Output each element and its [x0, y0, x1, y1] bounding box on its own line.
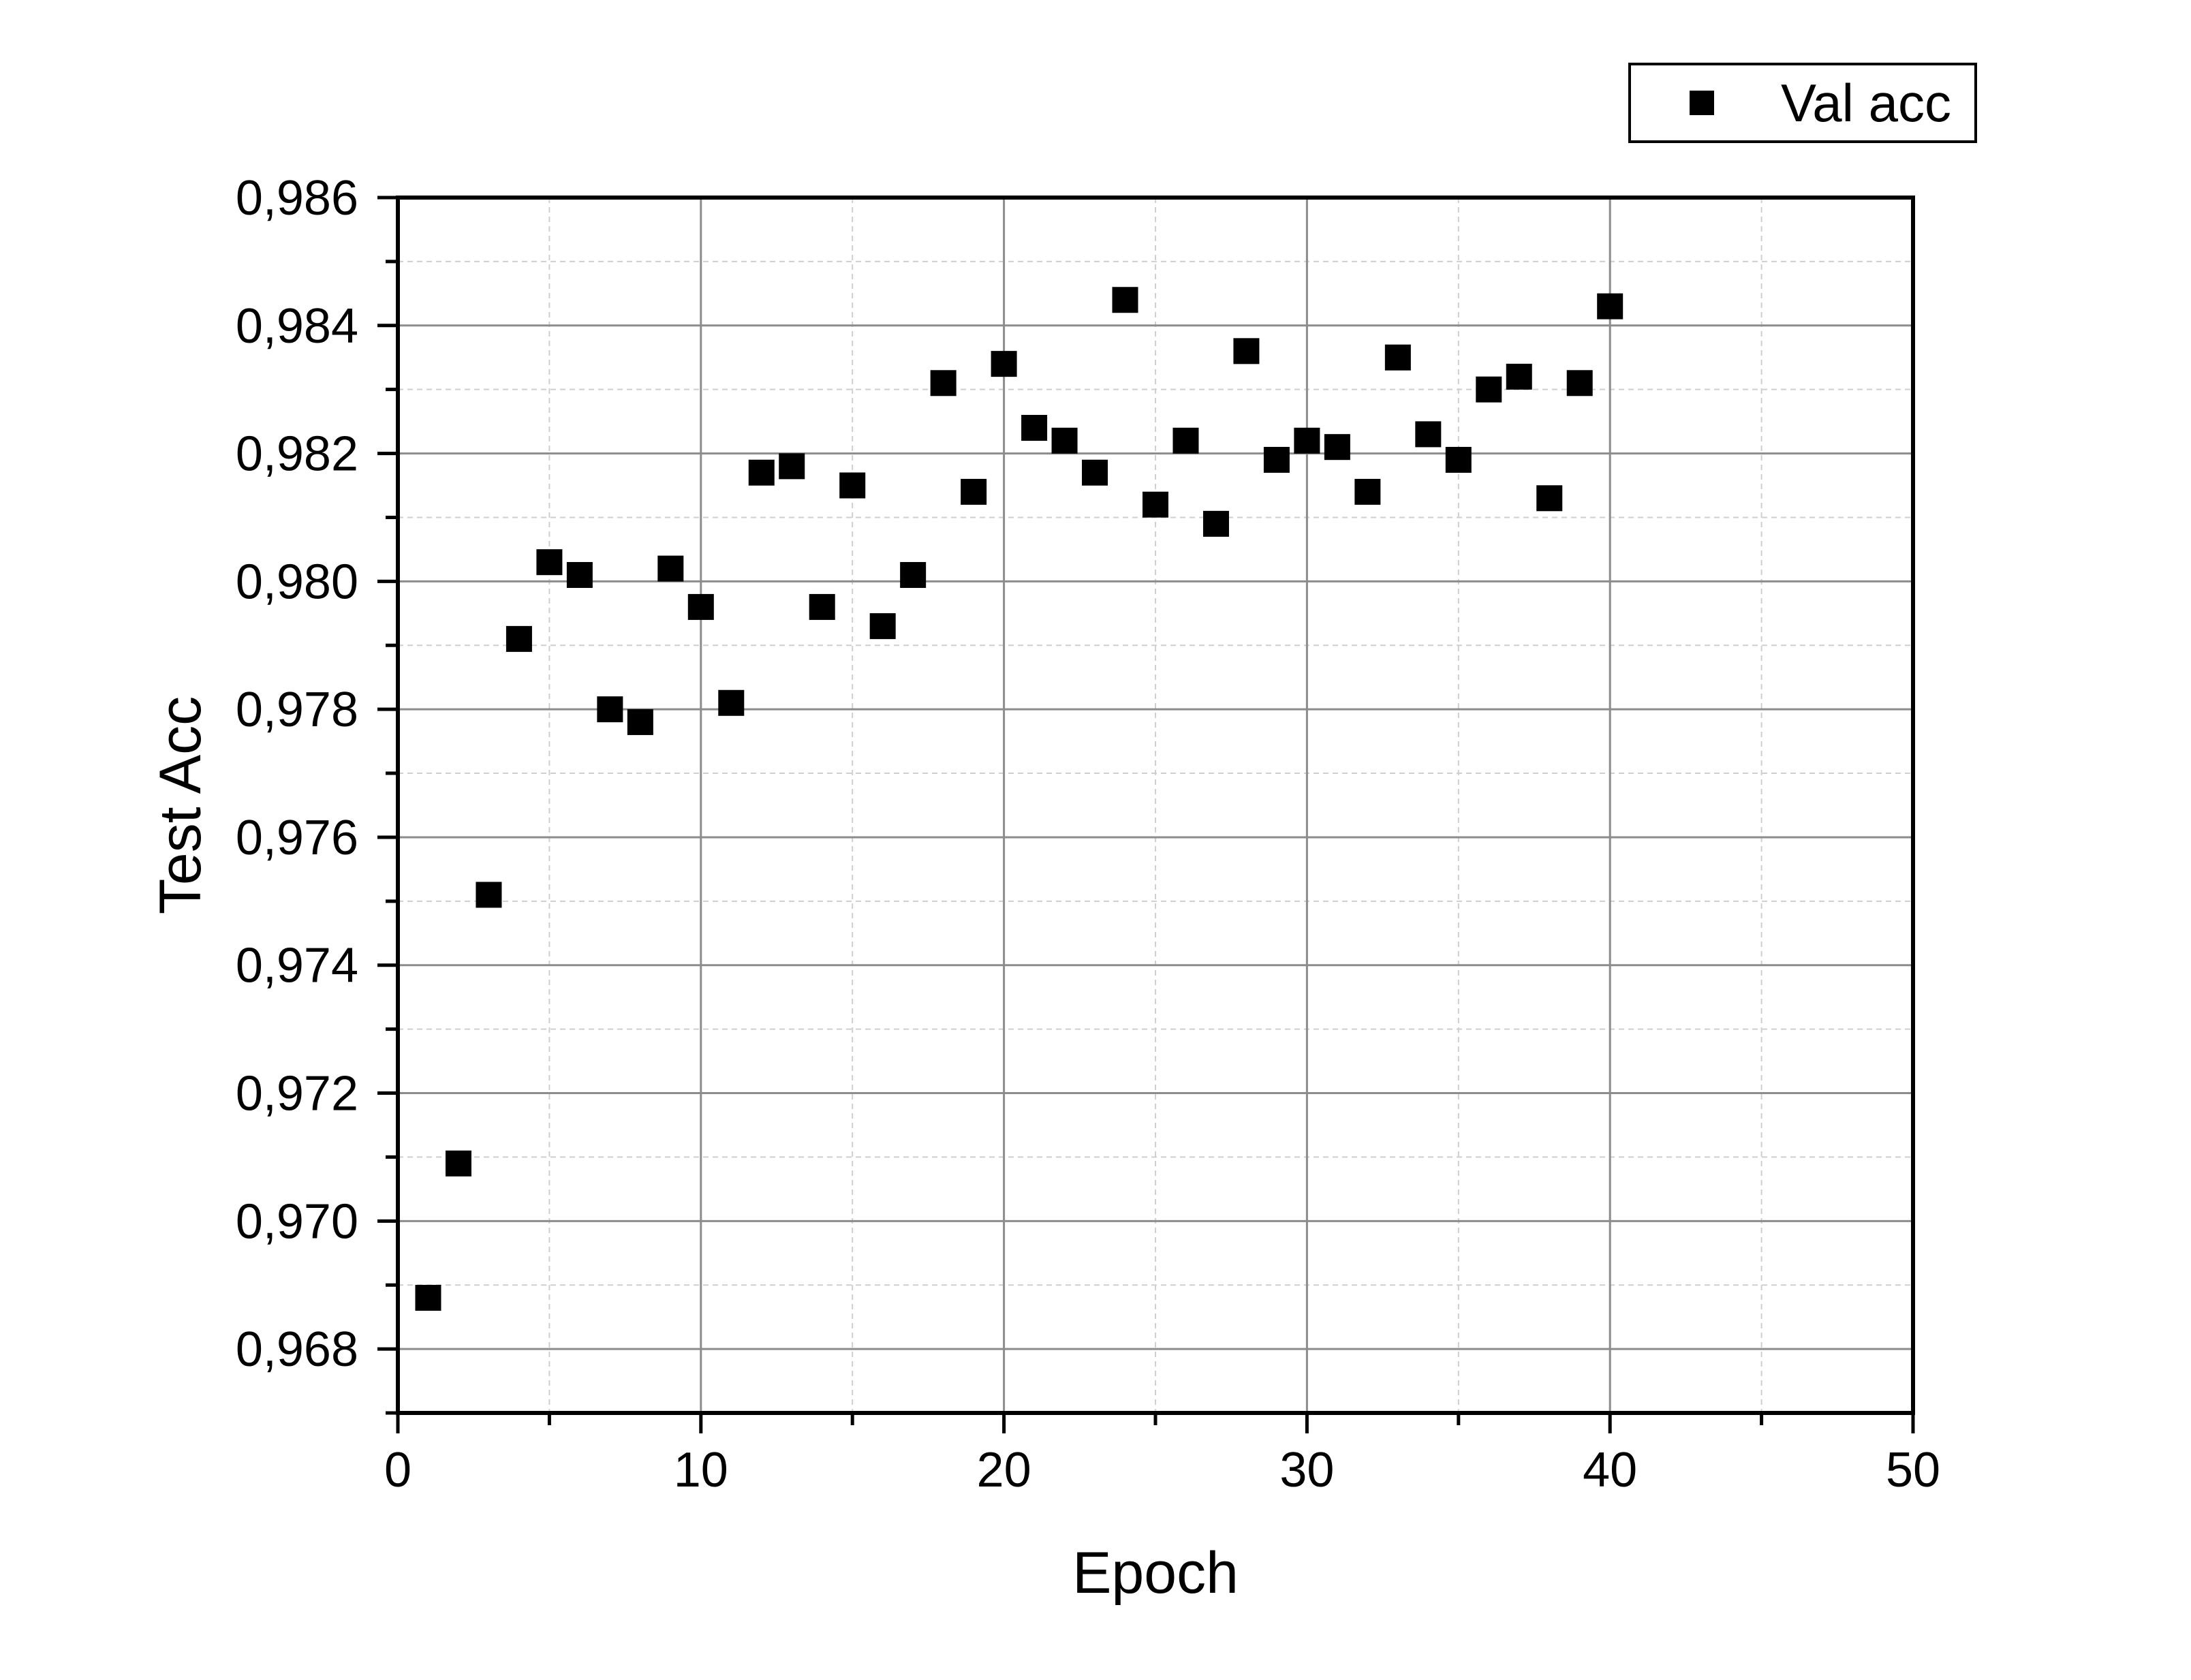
legend-box [1628, 63, 1977, 143]
data-point [779, 453, 805, 480]
data-point [1354, 478, 1381, 505]
x-tick-label: 40 [1583, 1443, 1637, 1497]
y-tick-label: 0,974 [236, 939, 358, 993]
legend-marker-square [1690, 91, 1714, 115]
data-point [476, 882, 502, 908]
data-point [1082, 459, 1108, 486]
data-point [1051, 427, 1078, 454]
data-point [1445, 446, 1472, 473]
grid [398, 198, 1913, 1413]
legend-label: Val acc [1781, 73, 1951, 133]
data-point [566, 561, 593, 588]
data-point [1112, 287, 1138, 313]
data-point [506, 625, 532, 652]
data-point [809, 593, 835, 620]
data-point [1202, 510, 1229, 537]
data-point [1172, 427, 1199, 454]
legend: Val acc [1628, 63, 1977, 143]
y-tick-label: 0,976 [236, 811, 358, 865]
data-points [415, 287, 1623, 1311]
y-axis-title: Test Acc [148, 696, 213, 914]
x-tick-label: 20 [977, 1443, 1031, 1497]
y-tick-label: 0,978 [236, 683, 358, 737]
data-point [1597, 293, 1623, 320]
data-point [961, 478, 987, 505]
data-point [869, 613, 896, 640]
x-axis-tick-labels: 0 10 20 30 40 50 [384, 1443, 1940, 1497]
y-tick-label: 0,980 [236, 555, 358, 609]
y-tick-label: 0,972 [236, 1067, 358, 1121]
x-tick-label: 0 [384, 1443, 411, 1497]
data-point [748, 459, 775, 486]
data-point [1506, 363, 1532, 390]
data-point [1263, 446, 1290, 473]
data-point [415, 1284, 441, 1311]
data-point [536, 549, 563, 576]
data-point [900, 561, 927, 588]
y-axis-tick-labels: 0,968 0,970 0,972 0,974 0,976 0,978 0,980 0,982… [236, 171, 358, 1377]
data-point [839, 472, 866, 499]
y-tick-label: 0,984 [236, 299, 358, 354]
data-point [1536, 485, 1563, 512]
data-point [1415, 421, 1442, 448]
data-point [991, 351, 1017, 377]
data-point [1476, 376, 1502, 403]
data-point [1324, 434, 1350, 461]
data-point [597, 696, 623, 723]
y-tick-label: 0,986 [236, 171, 358, 225]
y-tick-label: 0,970 [236, 1194, 358, 1249]
data-point [718, 689, 745, 716]
data-point [1384, 344, 1411, 371]
x-tick-label: 30 [1279, 1443, 1334, 1497]
data-point [1021, 415, 1048, 441]
y-tick-label: 0,968 [236, 1322, 358, 1377]
x-tick-label: 10 [674, 1443, 728, 1497]
data-point [1233, 338, 1260, 364]
data-point [1143, 491, 1168, 518]
y-tick-label: 0,982 [236, 427, 358, 482]
data-point [1566, 370, 1593, 396]
data-point [687, 593, 714, 620]
data-point [657, 555, 684, 582]
data-point [445, 1150, 471, 1177]
data-point [930, 370, 957, 396]
axis-ticks [377, 196, 1915, 1433]
data-point [1294, 427, 1320, 454]
x-tick-label: 50 [1886, 1443, 1940, 1497]
data-point [627, 709, 653, 735]
x-axis-title: Epoch [1072, 1540, 1239, 1606]
